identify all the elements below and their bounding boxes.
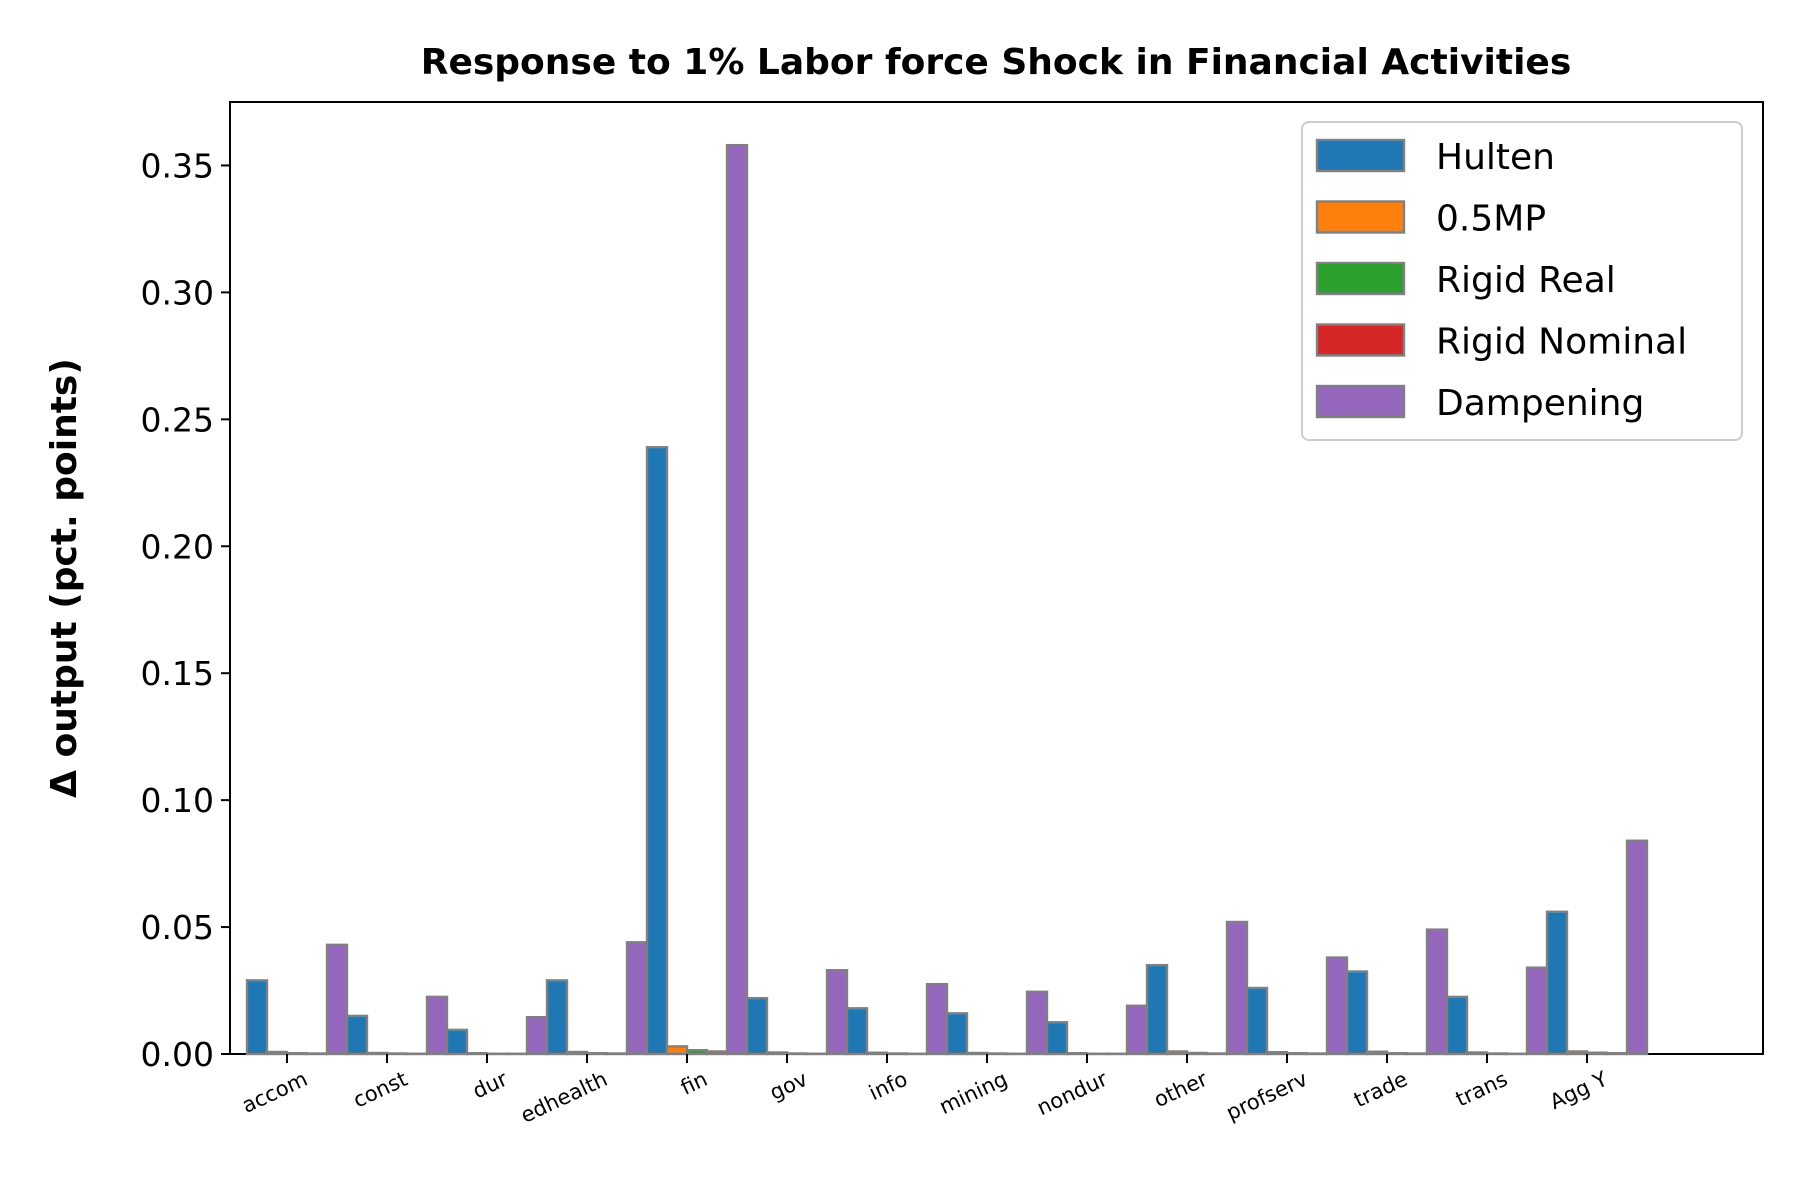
bar-hulten-nondur	[1047, 1022, 1067, 1054]
bar-0-5mp-gov	[767, 1052, 787, 1054]
bar-hulten-const	[347, 1016, 367, 1054]
bar-rigid-nominal-profserv	[1307, 1053, 1327, 1054]
legend-label: Dampening	[1436, 383, 1644, 424]
y-axis-label: Δ output (pct. points)	[44, 358, 85, 798]
y-tick-label: 0.35	[141, 146, 214, 185]
bar-dampening-const	[427, 997, 447, 1054]
y-tick-label: 0.10	[141, 781, 214, 820]
legend: Hulten 0.5MP Rigid Real Rigid Nominal Dampen…	[1302, 122, 1742, 440]
bar-dampening-dur	[527, 1017, 547, 1054]
legend-swatch-hulten	[1317, 140, 1404, 171]
bar-rigid-real-gov	[787, 1053, 807, 1054]
bar-dampening-other	[1227, 922, 1247, 1054]
bar-hulten-mining	[947, 1013, 967, 1054]
bar-rigid-real-other	[1187, 1053, 1207, 1054]
legend-label: Rigid Real	[1436, 260, 1616, 301]
bar-dampening-profserv	[1327, 958, 1347, 1054]
bar-hulten-profserv	[1247, 988, 1267, 1054]
legend-swatch-dampening	[1317, 386, 1404, 417]
bar-rigid-real-agg-y	[1587, 1053, 1607, 1054]
bar-rigid-nominal-fin	[707, 1051, 727, 1054]
bar-rigid-real-edhealth	[587, 1053, 607, 1054]
bar-dampening-agg-y	[1627, 841, 1647, 1054]
legend-label: Rigid Nominal	[1436, 322, 1687, 363]
bar-hulten-gov	[747, 998, 767, 1054]
bar-0-5mp-nondur	[1067, 1053, 1087, 1054]
bar-rigid-real-info	[887, 1053, 907, 1054]
bar-dampening-nondur	[1127, 1006, 1147, 1054]
y-tick-label: 0.30	[141, 273, 214, 312]
bar-rigid-nominal-agg-y	[1607, 1053, 1627, 1054]
bar-rigid-nominal-trade	[1407, 1053, 1427, 1054]
legend-swatch-rigid-nominal	[1317, 325, 1404, 356]
bar-rigid-nominal-edhealth	[607, 1053, 627, 1054]
bar-hulten-other	[1147, 965, 1167, 1054]
bar-0-5mp-trans	[1467, 1052, 1487, 1054]
bar-hulten-agg-y	[1547, 912, 1567, 1054]
bar-0-5mp-info	[867, 1053, 887, 1054]
bar-dampening-trans	[1527, 968, 1547, 1054]
bar-rigid-real-fin	[687, 1050, 707, 1054]
bar-hulten-dur	[447, 1030, 467, 1054]
bar-dampening-accom	[327, 945, 347, 1054]
bar-rigid-real-trade	[1387, 1053, 1407, 1054]
bar-0-5mp-profserv	[1267, 1052, 1287, 1054]
bar-rigid-nominal-accom	[307, 1053, 327, 1054]
bar-rigid-real-mining	[987, 1053, 1007, 1054]
y-tick-label: 0.15	[141, 654, 214, 693]
bar-0-5mp-edhealth	[567, 1052, 587, 1054]
bar-hulten-fin	[647, 447, 667, 1054]
bar-0-5mp-accom	[267, 1052, 287, 1054]
bar-rigid-real-accom	[287, 1053, 307, 1054]
bar-dampening-info	[927, 984, 947, 1054]
bar-hulten-info	[847, 1008, 867, 1054]
bar-rigid-real-trans	[1487, 1053, 1507, 1054]
legend-swatch-0-5mp	[1317, 202, 1404, 233]
legend-label: Hulten	[1436, 137, 1555, 178]
y-tick-label: 0.25	[141, 400, 214, 439]
bar-dampening-mining	[1027, 992, 1047, 1054]
y-tick-label: 0.00	[141, 1035, 214, 1074]
bar-0-5mp-dur	[467, 1053, 487, 1054]
bar-dampening-gov	[827, 970, 847, 1054]
bar-rigid-real-profserv	[1287, 1053, 1307, 1054]
bar-0-5mp-fin	[667, 1046, 687, 1054]
chart-title: Response to 1% Labor force Shock in Fina…	[421, 42, 1572, 83]
bar-hulten-accom	[247, 980, 267, 1054]
bar-0-5mp-mining	[967, 1053, 987, 1054]
bar-dampening-trade	[1427, 930, 1447, 1054]
bar-0-5mp-trade	[1367, 1052, 1387, 1054]
bar-rigid-real-const	[387, 1053, 407, 1054]
bar-hulten-trade	[1347, 971, 1367, 1054]
bar-hulten-edhealth	[547, 980, 567, 1054]
bar-0-5mp-other	[1167, 1051, 1187, 1054]
bar-hulten-trans	[1447, 997, 1467, 1054]
bar-0-5mp-agg-y	[1567, 1051, 1587, 1054]
legend-label: 0.5MP	[1436, 199, 1546, 240]
y-tick-label: 0.20	[141, 527, 214, 566]
bar-rigid-nominal-other	[1207, 1053, 1227, 1054]
y-tick-label: 0.05	[141, 908, 214, 947]
bar-0-5mp-const	[367, 1053, 387, 1054]
bar-dampening-edhealth	[627, 942, 647, 1054]
bar-dampening-fin	[727, 145, 747, 1054]
legend-swatch-rigid-real	[1317, 263, 1404, 294]
